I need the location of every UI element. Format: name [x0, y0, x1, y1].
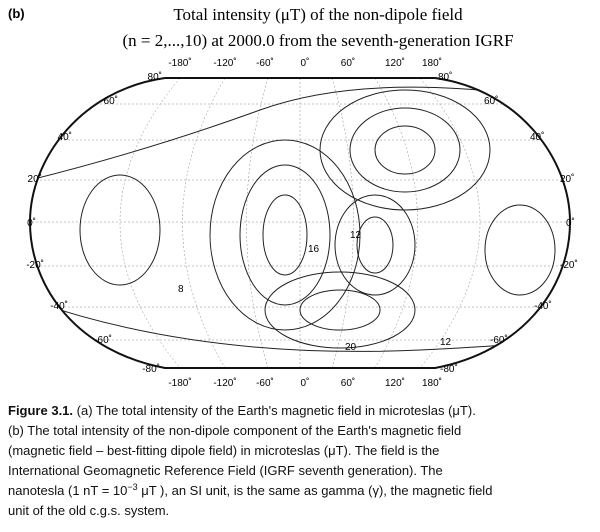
superscript: −3: [127, 482, 137, 492]
longitude-label: 120˚: [385, 377, 405, 389]
latitude-label: 40˚: [58, 131, 72, 143]
caption-text: μT ), an SI unit, is the same as gamma (…: [138, 483, 493, 498]
latitude-label: -20˚: [560, 259, 578, 271]
caption-text: nanotesla (1 nT = 10: [8, 483, 127, 498]
contour-label: 20: [345, 342, 357, 353]
latitude-label: -80˚: [142, 363, 160, 375]
latitude-label: -60˚: [94, 334, 112, 346]
longitude-label: 60˚: [341, 377, 355, 389]
map-labels: -180˚ -120˚ -60˚ 0˚ 60˚ 120˚ 180˚-180˚ -120˚ -60…: [26, 57, 578, 389]
latitude-label: 80˚: [148, 71, 162, 83]
graticule: [30, 78, 570, 368]
longitude-label: 180˚: [422, 57, 442, 69]
longitude-label: 180˚: [422, 377, 442, 389]
panel-label: (b): [8, 6, 25, 21]
latitude-label: 80˚: [438, 71, 452, 83]
contour-label: 8: [178, 284, 184, 295]
caption-line: International Geomagnetic Reference Fiel…: [8, 463, 443, 478]
latitude-label: 60˚: [484, 95, 498, 107]
caption-line: unit of the old c.g.s. system.: [8, 503, 169, 518]
latitude-label: -20˚: [26, 259, 44, 271]
title-line: Total intensity (μT) of the non-dipole f…: [173, 5, 463, 24]
longitude-label: 120˚: [385, 57, 405, 69]
latitude-label: 60˚: [104, 95, 118, 107]
contours: [30, 86, 570, 352]
map: -180˚ -120˚ -60˚ 0˚ 60˚ 120˚ 180˚-180˚ -120˚ -60…: [26, 57, 578, 389]
latitude-label: 40˚: [530, 131, 544, 143]
latitude-label: -80˚: [440, 363, 458, 375]
contour-label: 12: [440, 337, 452, 348]
latitude-label: 0˚: [27, 217, 36, 229]
caption-line: (magnetic field – best-fitting dipole fi…: [8, 443, 439, 458]
longitude-label: -60˚: [256, 57, 274, 69]
caption-line: nanotesla (1 nT = 10−3 μT ), an SI unit,…: [8, 482, 492, 498]
title-line: (n = 2,...,10) at 2000.0 from the sevent…: [122, 31, 513, 50]
longitude-label: -180˚: [168, 57, 191, 69]
latitude-label: 0˚: [566, 217, 575, 229]
contour-label: 12: [350, 230, 362, 241]
longitude-label: 0˚: [301, 57, 310, 69]
map-outline: [28, 77, 572, 369]
latitude-label: -60˚: [490, 334, 508, 346]
contour-label: 16: [308, 244, 320, 255]
latitude-label: 20˚: [560, 173, 574, 185]
map-body: [30, 78, 570, 368]
longitude-label: -180˚: [168, 377, 191, 389]
longitude-label: 0˚: [301, 377, 310, 389]
latitude-label: 20˚: [28, 173, 42, 185]
caption-line: (b) The total intensity of the non-dipol…: [8, 423, 461, 438]
longitude-label: -60˚: [256, 377, 274, 389]
caption-line: Figure 3.1. (a) The total intensity of t…: [8, 403, 476, 418]
longitude-label: -120˚: [213, 57, 236, 69]
longitude-label: 60˚: [341, 57, 355, 69]
longitude-label: -120˚: [213, 377, 236, 389]
latitude-label: -40˚: [50, 300, 68, 312]
caption-text: (a) The total intensity of the Earth's m…: [73, 403, 476, 418]
figure-label: Figure 3.1.: [8, 403, 73, 418]
latitude-label: -40˚: [534, 300, 552, 312]
